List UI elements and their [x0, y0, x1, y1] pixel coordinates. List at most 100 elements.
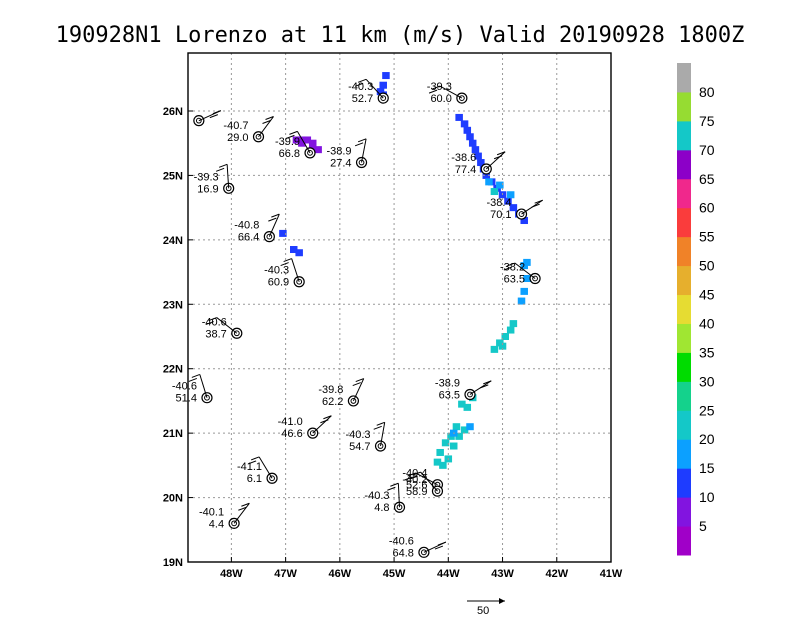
- station: -40.729.0: [223, 116, 274, 144]
- station-wind-speed: 38.7: [205, 328, 226, 340]
- y-tick-label: 25N: [163, 170, 183, 182]
- station-marker-inner: [266, 233, 273, 240]
- wind-pixel: [292, 136, 301, 144]
- station: -40.638.7: [202, 316, 243, 340]
- wind-barb-flag: [503, 266, 513, 271]
- wind-barb-flag: [355, 378, 364, 383]
- station-temperature: -40.7: [223, 120, 248, 132]
- wind-barb-staff: [258, 116, 274, 138]
- wind-pixel: [279, 229, 287, 237]
- x-tick-label: 45W: [383, 568, 406, 580]
- wind-barb-flag: [280, 262, 289, 267]
- vector-scale-label: 50: [477, 605, 489, 617]
- wind-barb-flag: [289, 130, 298, 135]
- wind-pixel: [485, 178, 493, 186]
- station-wind-speed: 62.2: [322, 396, 343, 408]
- wind-barb-flag: [191, 373, 200, 378]
- y-tick-label: 19N: [163, 557, 183, 569]
- station: -40.866.4: [234, 213, 280, 244]
- colorbar-swatch: [677, 207, 691, 238]
- station-marker-inner: [532, 275, 538, 282]
- station-wind-speed: 66.8: [279, 148, 300, 160]
- station-temperature: -40.6: [389, 535, 414, 547]
- wind-pixel: [468, 139, 477, 147]
- wind-barb-flag: [431, 85, 441, 90]
- wind-barb-flag: [357, 78, 367, 83]
- station-temperature: -38.9: [435, 377, 460, 389]
- colorbar-label: 55: [699, 229, 715, 245]
- wind-pixel: [496, 181, 504, 189]
- station: -39.360.0: [427, 81, 468, 105]
- station: -38.263.5: [500, 262, 541, 286]
- wind-pixel: [441, 439, 450, 447]
- wind-barb-flag: [323, 415, 332, 420]
- wind-pixel: [439, 461, 447, 469]
- colorbar-swatch: [677, 265, 691, 296]
- wind-pixel: [520, 287, 528, 295]
- station: -39.316.9: [194, 163, 235, 195]
- station-marker-inner: [434, 488, 441, 495]
- station: -39.862.2: [318, 378, 365, 408]
- station-marker-inner: [309, 430, 316, 437]
- wind-barb-staff: [216, 317, 238, 334]
- wind-pixel: [509, 204, 518, 212]
- wind-barb-flag: [409, 475, 418, 480]
- station-marker-inner: [350, 398, 357, 404]
- wind-barb-flag: [352, 382, 361, 387]
- station-wind-speed: 58.9: [406, 486, 427, 498]
- y-tick-label: 21N: [163, 428, 183, 440]
- colorbar-swatch: [677, 149, 691, 180]
- station: -38.677.4: [451, 151, 506, 176]
- station-temperature: -38.9: [326, 146, 351, 158]
- wind-barb-staff: [258, 456, 273, 479]
- x-tick-label: 48W: [220, 568, 243, 580]
- station-marker-inner: [458, 95, 465, 102]
- station-marker-inner: [231, 520, 237, 527]
- wind-barb-flag: [209, 114, 219, 119]
- wind-barb-flag: [271, 213, 280, 218]
- colorbar-swatch: [677, 381, 691, 411]
- colorbar-label: 15: [699, 460, 715, 476]
- station-temperature: -40.3: [264, 265, 289, 277]
- wind-barb-flag: [208, 317, 217, 322]
- wind-pixel: [474, 152, 482, 160]
- y-tick-label: 23N: [163, 299, 183, 311]
- station: -40.354.7: [345, 421, 387, 453]
- station-marker-inner: [296, 278, 303, 285]
- station-wind-speed: 46.6: [281, 428, 302, 440]
- wind-pixel: [463, 126, 472, 134]
- station-wind-speed: 4.8: [374, 502, 389, 514]
- wind-barb-flag: [205, 321, 214, 326]
- wind-barb-flag: [437, 541, 447, 546]
- colorbar-label: 75: [699, 113, 715, 129]
- station-marker-inner: [467, 391, 473, 398]
- wind-barb-flag: [262, 120, 271, 124]
- wind-barb-staff: [485, 151, 506, 170]
- wind-barb-flag: [218, 163, 228, 168]
- wind-barb-flag: [483, 380, 492, 385]
- station: -40.352.7: [348, 78, 389, 105]
- colorbar-label: 30: [699, 373, 715, 389]
- colorbar-swatch: [677, 526, 691, 556]
- wind-pixel: [466, 423, 474, 431]
- colorbar-label: 40: [699, 315, 715, 331]
- y-tick-label: 24N: [163, 235, 183, 247]
- colorbar-swatch: [677, 63, 691, 93]
- wind-barb-flag: [354, 142, 364, 147]
- x-tick-label: 42W: [545, 568, 568, 580]
- colorbar-label: 45: [699, 287, 715, 303]
- x-tick-label: 44W: [437, 568, 460, 580]
- station: -41.046.6: [278, 415, 332, 440]
- colorbar-swatch: [677, 294, 691, 324]
- station-wind-speed: 63.5: [439, 389, 460, 401]
- wind-barb-flag: [506, 262, 516, 267]
- colorbar-label: 50: [699, 258, 715, 274]
- wind-barb-flag: [496, 151, 506, 156]
- wind-barb-staff: [312, 415, 332, 434]
- station-temperature: -40.6: [202, 316, 227, 328]
- wind-barb-flag: [387, 486, 396, 491]
- station-temperature: -39.3: [427, 81, 452, 93]
- colorbar-label: 80: [699, 84, 715, 100]
- station-marker-inner: [518, 211, 525, 217]
